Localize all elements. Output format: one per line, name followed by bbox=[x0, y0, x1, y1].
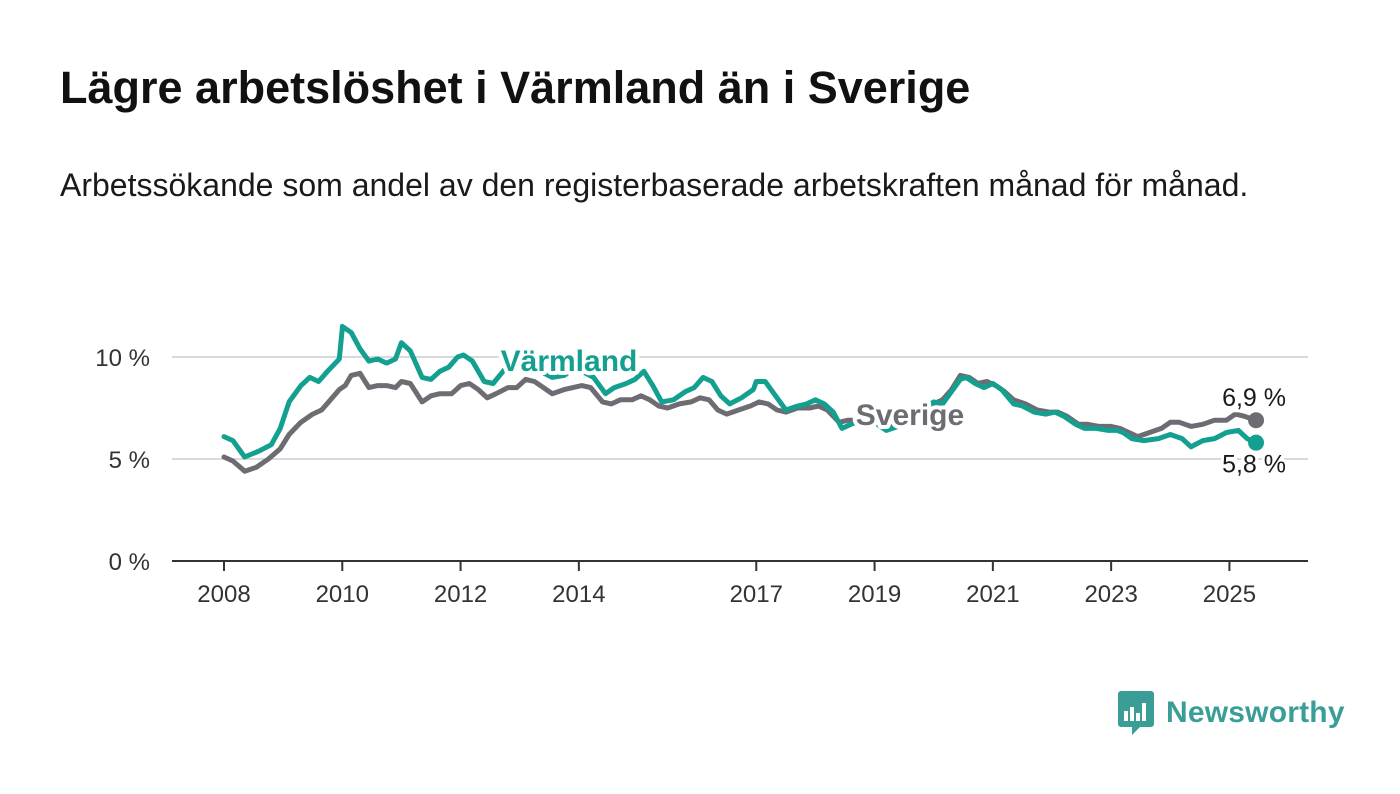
x-tick-label: 2010 bbox=[316, 581, 369, 608]
x-tick-label: 2025 bbox=[1203, 581, 1256, 608]
chart-title: Lägre arbetslöshet i Värmland än i Sveri… bbox=[60, 62, 971, 113]
x-tick-label: 2017 bbox=[730, 581, 783, 608]
x-tick-label: 2019 bbox=[848, 581, 901, 608]
series-labels: Värmland Sverige 5,8 % 6,9 % bbox=[497, 341, 1289, 482]
series-line-sverige bbox=[221, 370, 1259, 474]
x-tick-label: 2014 bbox=[552, 581, 605, 608]
y-axis-labels: 0 % 5 % 10 % bbox=[95, 345, 150, 576]
series-end-dot bbox=[1248, 412, 1265, 429]
y-tick-label: 10 % bbox=[95, 345, 150, 372]
chart-subtitle: Arbetssökande som andel av den registerb… bbox=[60, 167, 1249, 203]
x-tick-label: 2023 bbox=[1084, 581, 1137, 608]
end-value-label: 5,8 % bbox=[1222, 451, 1286, 479]
series-end-dot bbox=[1248, 434, 1265, 451]
y-tick-label: 0 % bbox=[109, 549, 150, 576]
series-line-varmland bbox=[221, 323, 1259, 460]
x-tick-label: 2008 bbox=[197, 581, 250, 608]
newsworthy-brand: Newsworthy bbox=[1118, 690, 1345, 736]
x-axis: 2008 2010 2012 2014 2017 2019 2021 2023 2025 bbox=[172, 560, 1308, 608]
grid-lines bbox=[172, 356, 1308, 460]
end-value-label: 6,9 % bbox=[1222, 384, 1286, 412]
series-label: Värmland bbox=[501, 345, 638, 378]
series-lines bbox=[221, 323, 1265, 474]
x-tick-label: 2021 bbox=[966, 581, 1019, 608]
brand-name: Newsworthy bbox=[1166, 696, 1345, 729]
series-label: Sverige bbox=[856, 399, 964, 432]
newsworthy-logo-icon bbox=[1118, 691, 1154, 735]
x-tick-label: 2012 bbox=[434, 581, 487, 608]
y-tick-label: 5 % bbox=[109, 447, 150, 474]
